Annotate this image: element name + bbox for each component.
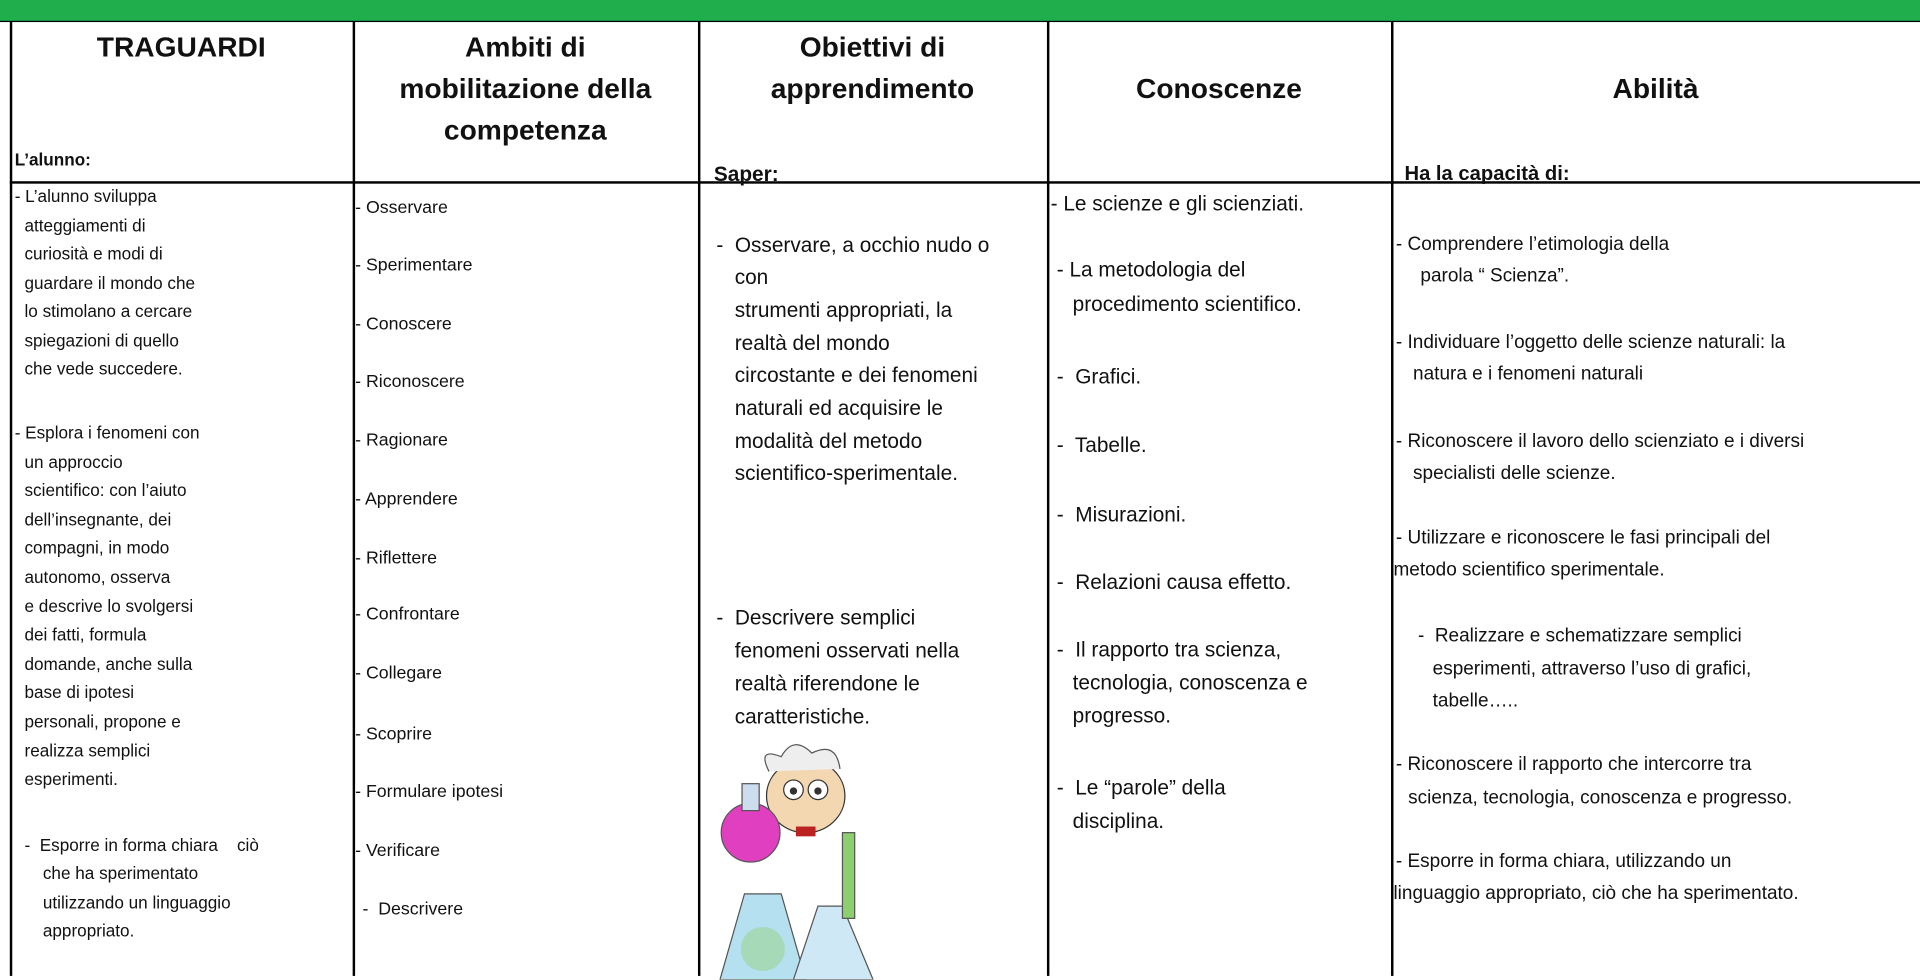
cell-text: - Scoprire: [355, 724, 433, 745]
header-text: TRAGUARDI: [96, 30, 266, 62]
cell-text: utilizzando un linguaggio: [42, 892, 231, 912]
cell-text: - Individuare l’oggetto delle scienze na…: [1395, 332, 1786, 353]
cell-text: - Esporre in forma chiara, utilizzando u…: [1395, 851, 1732, 873]
cell-text: disciplina.: [1072, 808, 1165, 833]
cell-text: scientifico-sperimentale.: [734, 462, 958, 486]
cell-intro: Saper:: [713, 162, 779, 186]
cell-text: dell’insegnante, dei: [24, 509, 172, 529]
cell-text: base di ipotesi: [24, 682, 135, 703]
cell-text: - Comprendere l’etimologia della: [1395, 234, 1670, 256]
cell-text: - Conoscere: [355, 314, 452, 334]
cell-text: esperimenti.: [24, 769, 118, 789]
cell-text: realizza semplici: [24, 740, 151, 760]
cell-text: - Riflettere: [355, 548, 438, 568]
cell-text: - L’alunno sviluppa: [14, 186, 157, 206]
cell-text: tecnologia, conoscenza e: [1072, 670, 1308, 694]
cell-text: - Riconoscere: [355, 371, 465, 392]
cell-text: fenomeni osservati nella: [734, 638, 960, 662]
column-rule: [352, 22, 355, 976]
cell-text: domande, anche sulla: [24, 653, 193, 674]
cell-text: - Riconoscere il lavoro dello scienziato…: [1395, 431, 1805, 453]
cell-text: modalità del metodo: [734, 429, 923, 453]
cell-text: - Tabelle.: [1056, 432, 1147, 457]
header-text: Abilità: [1612, 71, 1699, 104]
cell-text: - Misurazioni.: [1056, 502, 1187, 526]
cell-text: - Collegare: [355, 663, 442, 683]
cell-text: - Apprendere: [355, 489, 458, 510]
header-text: Obiettivi di: [799, 30, 946, 62]
cell-text: realtà del mondo: [734, 331, 890, 355]
cell-text: atteggiamenti di: [24, 214, 146, 235]
cell-text: esperimenti, attraverso l’uso di grafici…: [1432, 658, 1752, 680]
cell-text: caratteristiche.: [734, 704, 871, 728]
cell-text: - Utilizzare e riconoscere le fasi princ…: [1395, 528, 1771, 549]
cell-text: spiegazioni di quello: [24, 330, 179, 350]
cell-text: specialisti delle scienze.: [1413, 463, 1616, 484]
cell-text: natura e i fenomeni naturali: [1413, 363, 1644, 385]
cell-text: - Realizzare e schematizzare semplici: [1417, 626, 1742, 647]
cell-text: - Verificare: [355, 840, 440, 861]
cell-text: - Sperimentare: [355, 255, 473, 276]
header-text: apprendimento: [770, 71, 975, 104]
cell-text: autonomo, osserva: [24, 566, 171, 587]
cell-text: naturali ed acquisire le: [734, 396, 943, 421]
cell-text: strumenti appropriati, la: [734, 298, 953, 322]
cell-text: - Relazioni causa effetto.: [1056, 570, 1292, 594]
cell-text: - Grafici.: [1056, 364, 1142, 388]
cell-text: - Ragionare: [355, 430, 448, 451]
green-band: [0, 0, 1920, 23]
cell-text: e descrive lo svolgersi: [24, 595, 194, 616]
cell-intro: L’alunno:: [14, 149, 91, 169]
cell-text: scienza, tecnologia, conoscenza e progre…: [1408, 787, 1793, 809]
header-text: mobilitazione della: [399, 71, 652, 104]
cell-text: - Esporre in forma chiara ciò: [24, 835, 259, 855]
cell-text: linguaggio appropriato, ciò che ha speri…: [1393, 883, 1799, 904]
cell-text: che vede succedere.: [24, 358, 183, 379]
cell-text: personali, propone e: [24, 711, 181, 732]
cell-text: procedimento scientifico.: [1072, 292, 1302, 316]
cell-text: compagni, in modo: [24, 538, 170, 558]
cell-text: - Esplora i fenomeni con: [14, 422, 200, 443]
header-text: Conoscenze: [1136, 71, 1302, 104]
cell-text: - La metodologia del: [1056, 257, 1246, 282]
cell-text: scientifico: con l’aiuto: [24, 480, 187, 500]
cell-text: - Osservare, a occhio nudo o: [716, 233, 990, 257]
cell-text: parola “ Scienza”.: [1420, 266, 1570, 287]
cell-text: con: [734, 265, 769, 290]
cell-text: lo stimolano a cercare: [24, 301, 193, 321]
column-rule: [697, 22, 700, 976]
header-text: competenza: [443, 113, 607, 146]
column-rule: [1391, 22, 1393, 976]
cell-intro: Ha la capacità di:: [1404, 162, 1570, 185]
cell-text: curiosità e modi di: [24, 243, 163, 264]
cell-text: - Le scienze e gli scienziati.: [1050, 191, 1305, 215]
cell-text: - Descrivere semplici: [716, 605, 916, 629]
cell-text: - Descrivere: [362, 899, 464, 920]
cell-text: un approccio: [24, 451, 123, 471]
cell-text: tabelle…..: [1432, 690, 1519, 712]
cell-text: progresso.: [1072, 703, 1172, 727]
cell-text: che ha sperimentato: [42, 863, 199, 884]
cell-text: - Osservare: [355, 198, 448, 218]
cell-text: guardare il mondo che: [24, 272, 196, 293]
cell-text: - Il rapporto tra scienza,: [1056, 637, 1282, 661]
header-text: Ambiti di: [465, 30, 586, 62]
cell-text: metodo scientifico sperimentale.: [1393, 559, 1665, 581]
cell-text: - Riconoscere il rapporto che intercorre…: [1395, 754, 1752, 776]
column-rule: [1046, 22, 1049, 976]
cell-text: - Formulare ipotesi: [355, 782, 504, 802]
cell-text: circostante e dei fenomeni: [734, 364, 978, 388]
cell-text: realtà riferendone le: [734, 671, 920, 695]
header-rule: [9, 181, 1920, 184]
cell-text: appropriato.: [42, 920, 135, 941]
column-rule: [9, 22, 12, 976]
cell-text: - Le “parole” della: [1056, 775, 1226, 799]
cell-text: dei fatti, formula: [24, 624, 147, 645]
cell-text: - Confrontare: [355, 604, 460, 625]
scientist-illustration: [719, 744, 874, 980]
